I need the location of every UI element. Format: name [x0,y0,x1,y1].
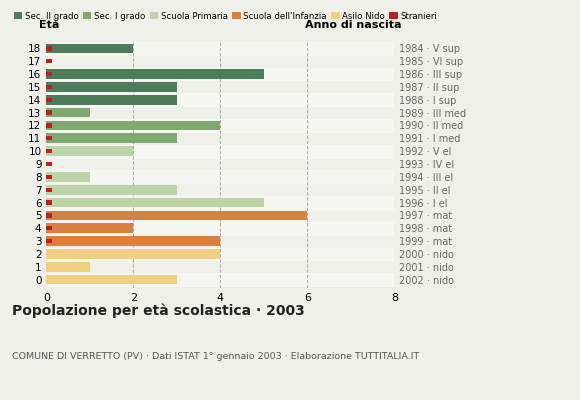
Bar [46,44,133,53]
Bar [46,42,394,55]
Bar [46,110,52,115]
Bar [46,72,52,76]
Bar [46,222,394,235]
Bar [46,46,52,50]
Bar [46,249,220,259]
Bar [46,210,307,220]
Bar [46,248,394,260]
Bar [46,149,52,153]
Bar [46,123,52,128]
Bar [46,69,264,79]
Bar [46,95,177,104]
Bar [46,146,133,156]
Legend: Sec. II grado, Sec. I grado, Scuola Primaria, Scuola dell'Infanzia, Asilo Nido, : Sec. II grado, Sec. I grado, Scuola Prim… [10,8,441,24]
Bar [46,275,177,284]
Bar [46,262,90,272]
Bar [46,162,52,166]
Bar [46,108,90,118]
Bar [46,198,264,207]
Bar [46,224,133,233]
Text: Anno di nascita: Anno di nascita [305,20,401,30]
Text: Età: Età [39,20,60,30]
Bar [46,175,52,179]
Bar [46,239,52,243]
Bar [46,213,52,218]
Bar [46,85,52,89]
Bar [46,121,220,130]
Bar [46,68,394,80]
Bar [46,188,52,192]
Bar [46,170,394,183]
Bar [46,145,394,158]
Bar [46,273,394,286]
Bar [46,98,52,102]
Bar [46,136,52,140]
Bar [46,200,52,205]
Bar [46,172,90,182]
Bar [46,236,220,246]
Text: Popolazione per età scolastica · 2003: Popolazione per età scolastica · 2003 [12,304,304,318]
Bar [46,134,177,143]
Bar [46,226,52,230]
Bar [46,185,177,194]
Bar [46,59,52,63]
Bar [46,119,394,132]
Bar [46,93,394,106]
Bar [46,82,177,92]
Text: COMUNE DI VERRETTO (PV) · Dati ISTAT 1° gennaio 2003 · Elaborazione TUTTITALIA.I: COMUNE DI VERRETTO (PV) · Dati ISTAT 1° … [12,352,419,361]
Bar [46,196,394,209]
